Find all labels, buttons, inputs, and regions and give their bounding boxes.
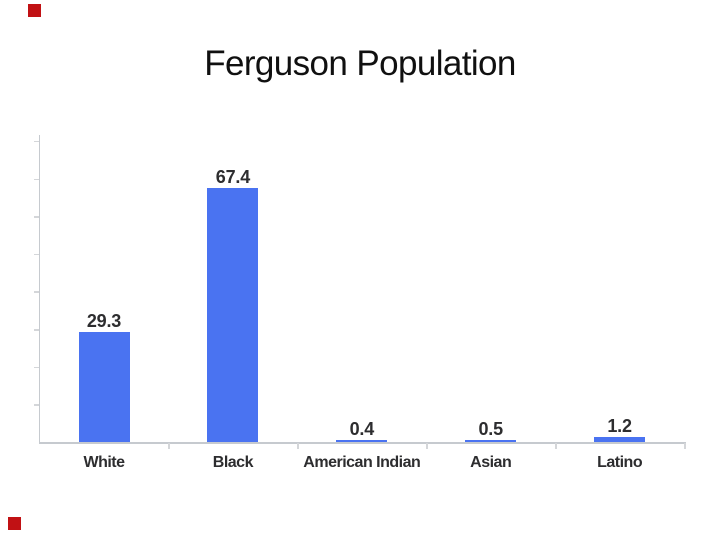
bar-asian — [465, 440, 517, 442]
y-axis-tick — [33, 140, 39, 143]
x-axis-line — [38, 442, 686, 444]
y-axis-tick — [33, 291, 39, 293]
category-label: Latino — [597, 454, 643, 471]
bar-value-label: 0.5 — [478, 419, 503, 440]
red-square-marker-bottom — [8, 517, 21, 530]
y-axis-tick — [33, 404, 39, 406]
y-axis-line — [38, 135, 40, 443]
y-axis-tick — [33, 178, 39, 181]
category-label: Asian — [470, 454, 512, 471]
x-axis-tick — [297, 443, 299, 449]
category-label: Black — [212, 454, 254, 471]
bar-value-label: 29.3 — [86, 310, 122, 331]
category-label: American Indian — [303, 454, 421, 471]
x-axis-end-tick — [684, 443, 686, 449]
y-axis-tick — [33, 366, 39, 369]
bar-black — [207, 188, 259, 442]
x-axis-tick — [168, 443, 170, 449]
x-axis-tick — [555, 443, 557, 449]
red-square-marker-top — [28, 4, 41, 17]
bar-latino — [594, 437, 646, 442]
bar-white — [78, 331, 130, 442]
x-axis-tick — [426, 443, 428, 449]
bar-value-label: 67.4 — [215, 167, 250, 188]
y-axis-tick — [33, 253, 39, 256]
bar-american-indian — [336, 440, 388, 442]
y-axis-tick — [33, 329, 39, 331]
slide-title: Ferguson Population — [204, 44, 516, 83]
bar-value-label: 1.2 — [607, 416, 632, 437]
bar-value-label: 0.4 — [349, 419, 375, 440]
y-axis-tick — [33, 216, 39, 218]
category-label: White — [83, 454, 125, 471]
